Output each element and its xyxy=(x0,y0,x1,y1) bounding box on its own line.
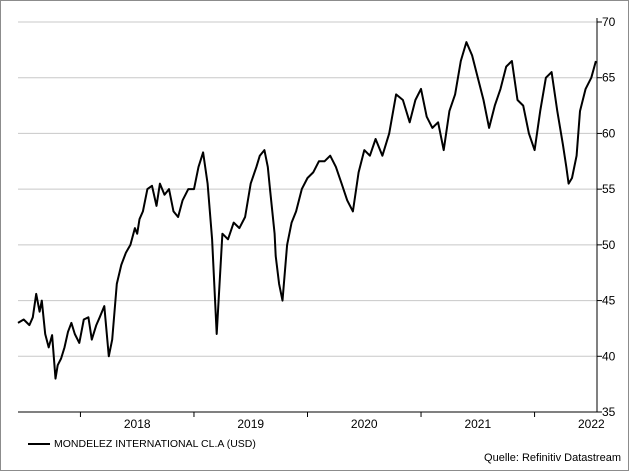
legend-label: MONDELEZ INTERNATIONAL CL.A (USD) xyxy=(54,438,256,450)
series-group xyxy=(17,41,597,380)
legend: MONDELEZ INTERNATIONAL CL.A (USD) xyxy=(28,437,256,451)
y-axis: 35 40 45 50 55 60 65 70 xyxy=(597,15,616,419)
x-tick-label: 2020 xyxy=(351,417,378,431)
x-tick-label: 2018 xyxy=(124,417,151,431)
y-tick-label: 35 xyxy=(602,405,616,419)
x-tick-label: 2021 xyxy=(464,417,491,431)
source-note: Quelle: Refinitiv Datastream xyxy=(484,452,621,464)
y-tick-label: 55 xyxy=(602,182,616,196)
x-tick-label: 2022 xyxy=(578,417,605,431)
series-line xyxy=(17,41,597,380)
x-tick-label: 2019 xyxy=(237,417,264,431)
legend-swatch xyxy=(28,443,50,445)
x-axis: 2018 2019 2020 2021 2022 xyxy=(79,412,605,431)
axes xyxy=(18,18,598,413)
y-tick-label: 65 xyxy=(602,71,616,85)
y-tick-label: 45 xyxy=(602,294,616,308)
y-tick-label: 70 xyxy=(602,15,616,29)
y-tick-label: 60 xyxy=(602,126,616,140)
y-tick-label: 50 xyxy=(602,238,616,252)
y-tick-label: 40 xyxy=(602,349,616,363)
